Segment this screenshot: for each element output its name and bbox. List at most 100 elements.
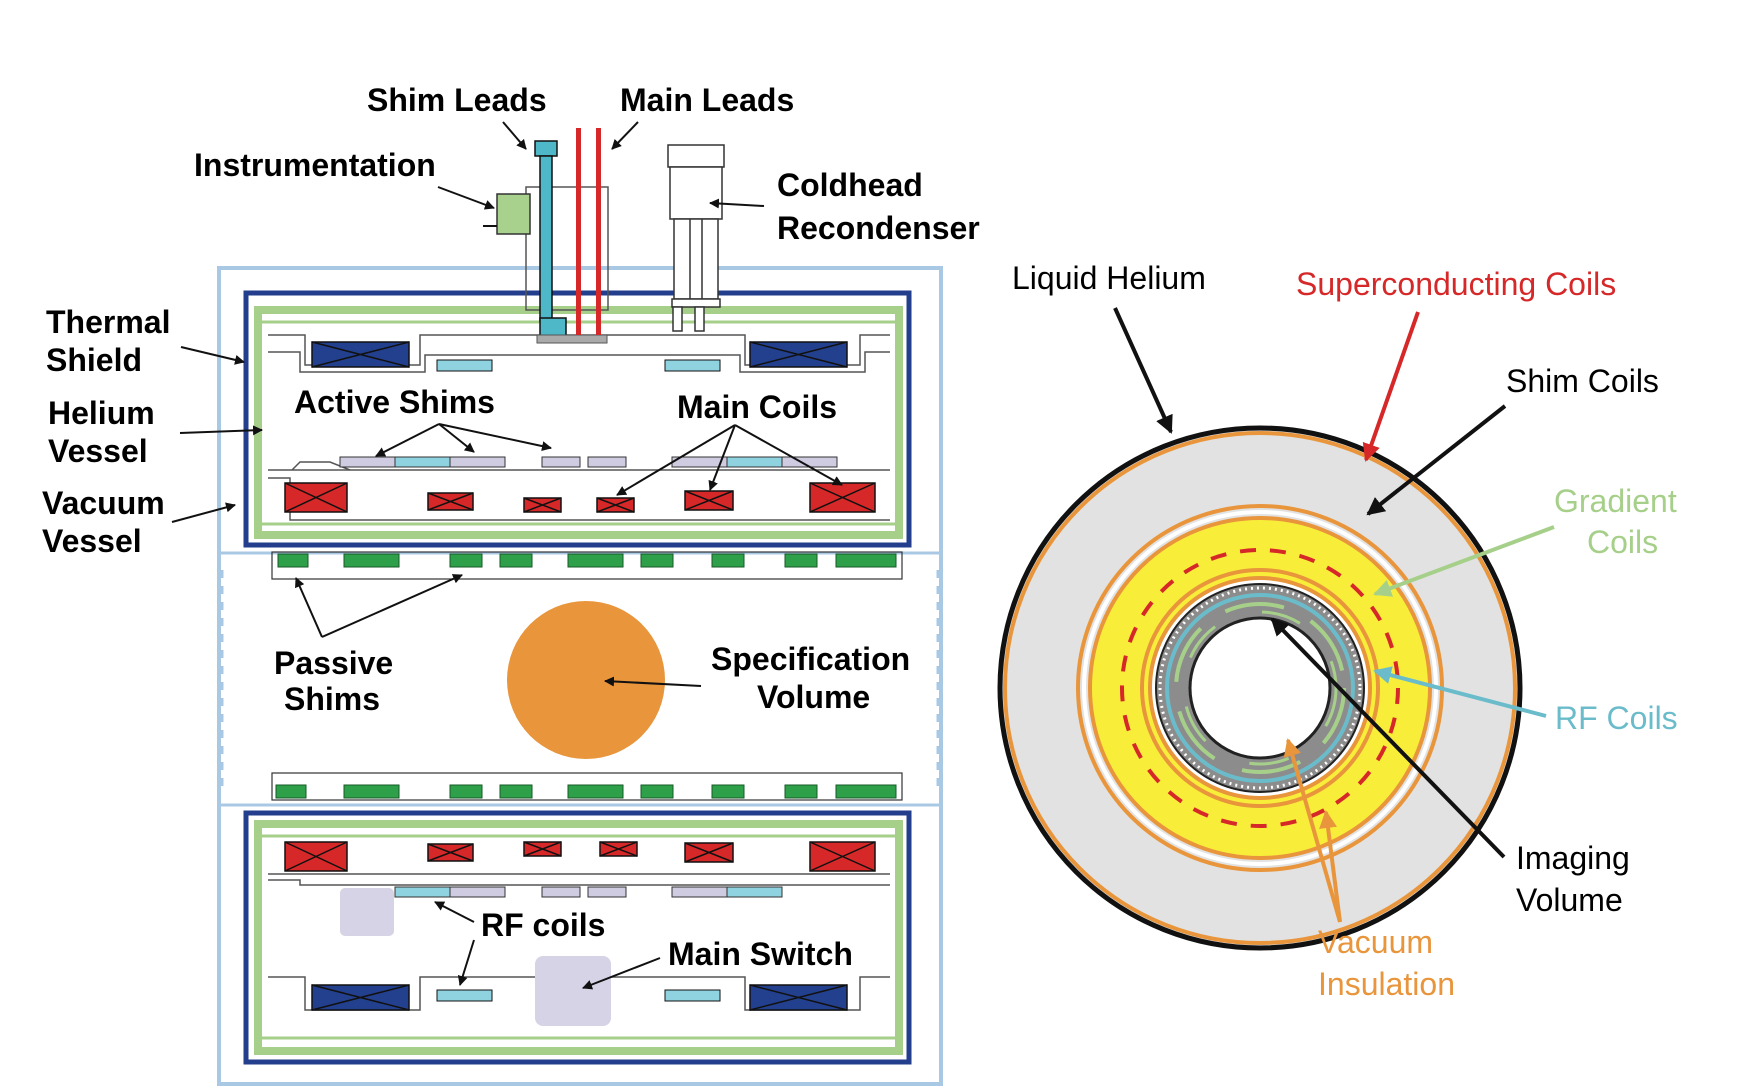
main-coils-leader	[734, 424, 843, 486]
active-shim	[587, 886, 627, 898]
main-leads-label: Main Leads	[620, 82, 794, 118]
shim-coil	[749, 984, 848, 1011]
active-shim	[541, 886, 581, 898]
imaging-volume-leader	[1270, 617, 1506, 859]
vacuum-insulation-leader	[1283, 738, 1342, 923]
active-shim	[339, 456, 396, 468]
main-switch	[535, 956, 611, 1026]
main-coil	[523, 497, 562, 513]
active-shim	[726, 456, 783, 468]
main-coil	[427, 492, 474, 511]
thermal-shield-label-line1: Thermal	[46, 304, 170, 340]
liquid-helium-label: Liquid Helium	[1012, 260, 1206, 296]
rf-coil	[664, 989, 721, 1002]
shim-coils-label: Shim Coils	[1506, 363, 1659, 399]
helium-vessel-leader	[179, 425, 263, 436]
active-shim	[587, 456, 627, 468]
main-coil	[684, 490, 734, 511]
passive-shims-leader	[321, 574, 463, 638]
vacuum-vessel-label-line2: Vessel	[42, 523, 142, 559]
vacuum-insulation-label-line1: Vacuum	[1318, 924, 1433, 960]
left-labels: Shim Leads Main Leads Instrumentation Co…	[42, 82, 980, 990]
shim-lead	[539, 155, 553, 322]
main-coil	[284, 841, 348, 872]
shim-leads-leader	[502, 121, 527, 150]
passive-shims-label-line2: Shims	[284, 681, 380, 717]
main-switch-label: Main Switch	[668, 936, 853, 972]
coldhead-leader	[709, 198, 765, 209]
main-switch-leader	[582, 957, 661, 990]
active-shim	[671, 886, 728, 898]
lead-base	[536, 334, 608, 344]
active-shim	[541, 456, 581, 468]
rf-coil	[436, 989, 493, 1002]
vacuum-vessel-leader	[171, 502, 236, 523]
main-coils-leader	[708, 424, 736, 491]
ring-cross-section	[997, 425, 1523, 951]
main-coil	[427, 843, 474, 862]
main-coil	[684, 842, 734, 863]
shim-coil	[311, 341, 410, 368]
active-shim	[394, 886, 451, 898]
thermal-shield-label-line2: Shield	[46, 342, 142, 378]
rf-coil	[664, 359, 721, 372]
gradient-arcs-inner	[1182, 610, 1338, 766]
main-coil	[809, 482, 876, 513]
turret	[525, 186, 609, 311]
shim-coils-leader	[1366, 404, 1507, 516]
main-coil	[599, 841, 638, 857]
main-lead	[576, 128, 581, 335]
rf-coil	[436, 359, 493, 372]
rf-coils-leader	[434, 901, 475, 923]
shim-leads-label: Shim Leads	[367, 82, 547, 118]
passive-shims-top	[277, 553, 897, 568]
passive-shims-label-line1: Passive	[274, 645, 393, 681]
main-lead	[596, 128, 601, 335]
helium-vessel-label-line1: Helium	[48, 395, 155, 431]
shim-lead	[539, 317, 567, 337]
shim-coil	[311, 984, 410, 1011]
coldhead-label-line2: Recondenser	[777, 210, 980, 246]
small-switch	[340, 888, 394, 936]
liquid-helium-leader	[1113, 307, 1173, 434]
active-shim	[394, 456, 451, 468]
rf-coils-ring-label: RF Coils	[1555, 700, 1678, 736]
instrumentation-leader	[437, 186, 495, 210]
main-leads-leader	[611, 121, 639, 150]
vacuum-vessel-bottom	[243, 810, 912, 1065]
gradient-coils-label-line1: Gradient	[1554, 483, 1677, 519]
main-coil	[596, 497, 635, 513]
imaging-bore	[1188, 616, 1332, 760]
imaging-volume-label-line2: Volume	[1516, 882, 1623, 918]
main-coil	[284, 482, 348, 513]
right-labels: Liquid Helium Superconducting Coils Shim…	[1012, 260, 1678, 1002]
shim-lead	[534, 140, 558, 157]
coldhead	[667, 144, 725, 332]
thermal-shield-leader	[180, 346, 245, 365]
shim-coil	[749, 341, 848, 368]
spec-volume-leader	[604, 676, 702, 687]
active-shims-label: Active Shims	[294, 384, 495, 420]
main-coils-leader	[616, 424, 736, 496]
active-shims-leader	[438, 423, 552, 452]
main-coils-label: Main Coils	[677, 389, 837, 425]
helium-vessel-label-line2: Vessel	[48, 433, 148, 469]
magnet-cross-section	[217, 128, 943, 1086]
rf-coils-ring-leader	[1373, 666, 1547, 718]
specification-volume	[507, 601, 665, 759]
main-coil	[809, 841, 876, 872]
passive-shim-tray	[271, 551, 903, 580]
imaging-volume-label-line1: Imaging	[1516, 840, 1630, 876]
vacuum-insulation-label-line2: Insulation	[1318, 966, 1455, 1002]
gradient-coils-leader	[1373, 525, 1555, 597]
spec-volume-label-line1: Specification	[711, 641, 910, 677]
main-coil	[523, 841, 562, 857]
rf-coils-label: RF coils	[481, 907, 605, 943]
rf-coils-leader	[457, 939, 475, 986]
active-shims-leader	[438, 423, 475, 453]
superconducting-leader	[1362, 311, 1420, 462]
active-shim	[726, 886, 783, 898]
coldhead-label-line1: Coldhead	[777, 167, 923, 203]
active-shim	[449, 886, 506, 898]
